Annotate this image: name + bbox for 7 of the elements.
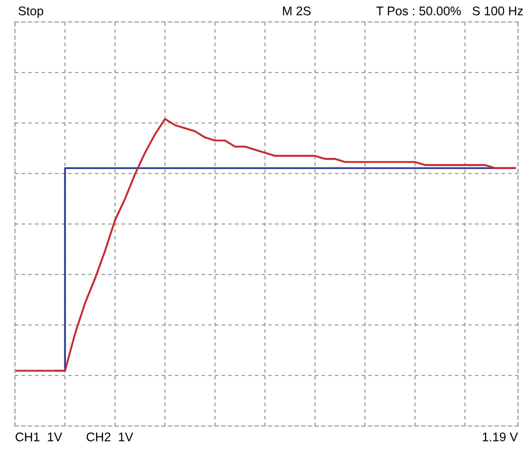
text: M 2S bbox=[283, 6, 311, 16]
text: S 100 Hz bbox=[472, 6, 523, 16]
text: CH2 1V bbox=[86, 432, 134, 442]
text: 1.19 V bbox=[482, 432, 518, 442]
text: T Pos : 50.00% bbox=[376, 6, 461, 16]
text: Stop bbox=[18, 6, 44, 18]
text: CH1 1V bbox=[16, 432, 62, 442]
